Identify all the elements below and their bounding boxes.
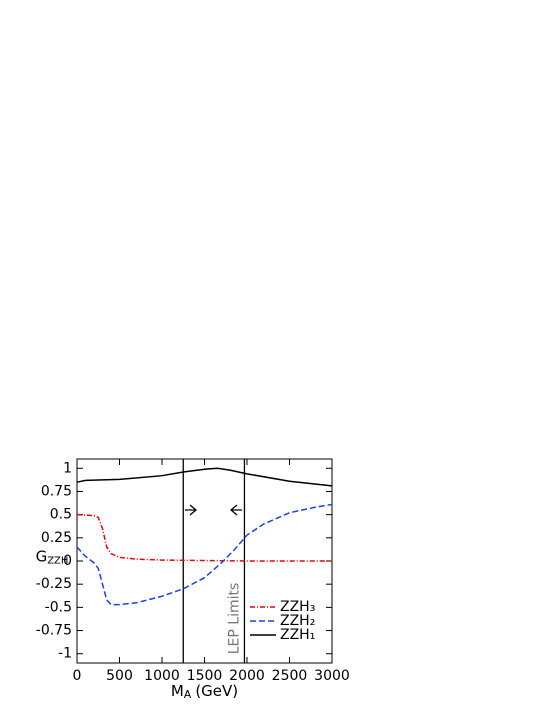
x-label-sub: A xyxy=(184,688,192,701)
legend-label: ZZH₃ xyxy=(280,599,315,615)
x-tick-label: 0 xyxy=(73,668,82,684)
series-line xyxy=(76,513,332,562)
x-tick-label: 2000 xyxy=(229,668,265,684)
y-tick-label: -0.25 xyxy=(36,576,72,592)
x-tick-label: 2500 xyxy=(272,668,308,684)
x-label-unit: (GeV) xyxy=(195,682,238,700)
x-tick-label: 1000 xyxy=(144,668,180,684)
y-tick-label: -0.75 xyxy=(36,623,72,639)
y-axis-label: GZZH xyxy=(36,547,69,567)
legend-label: ZZH₂ xyxy=(280,613,315,629)
y-tick-label: 0 xyxy=(63,553,72,569)
annotation: LEP Limits xyxy=(226,583,242,655)
y-tick-label: -1 xyxy=(58,646,72,662)
y-tick-label: 1 xyxy=(63,460,72,476)
y-tick-label: 0.25 xyxy=(41,530,72,546)
y-tick-label: 0.5 xyxy=(50,507,72,523)
arrow-left xyxy=(229,504,242,516)
arrow-right xyxy=(185,504,198,516)
series-line xyxy=(76,503,333,606)
x-tick-label: 500 xyxy=(106,668,133,684)
x-axis-label: MA (GeV) xyxy=(171,682,238,702)
y-tick-label: 0.75 xyxy=(41,483,72,499)
x-label-main: M xyxy=(171,682,184,700)
x-tick-label: 1500 xyxy=(187,668,223,684)
series-line xyxy=(76,467,333,487)
x-tick-label: 3000 xyxy=(314,668,350,684)
arrows xyxy=(185,504,242,516)
y-label-sub: ZZH xyxy=(47,555,68,566)
y-label-main: G xyxy=(36,547,48,565)
legend-label: ZZH₁ xyxy=(280,627,315,643)
y-tick-label: -0.5 xyxy=(45,599,72,615)
